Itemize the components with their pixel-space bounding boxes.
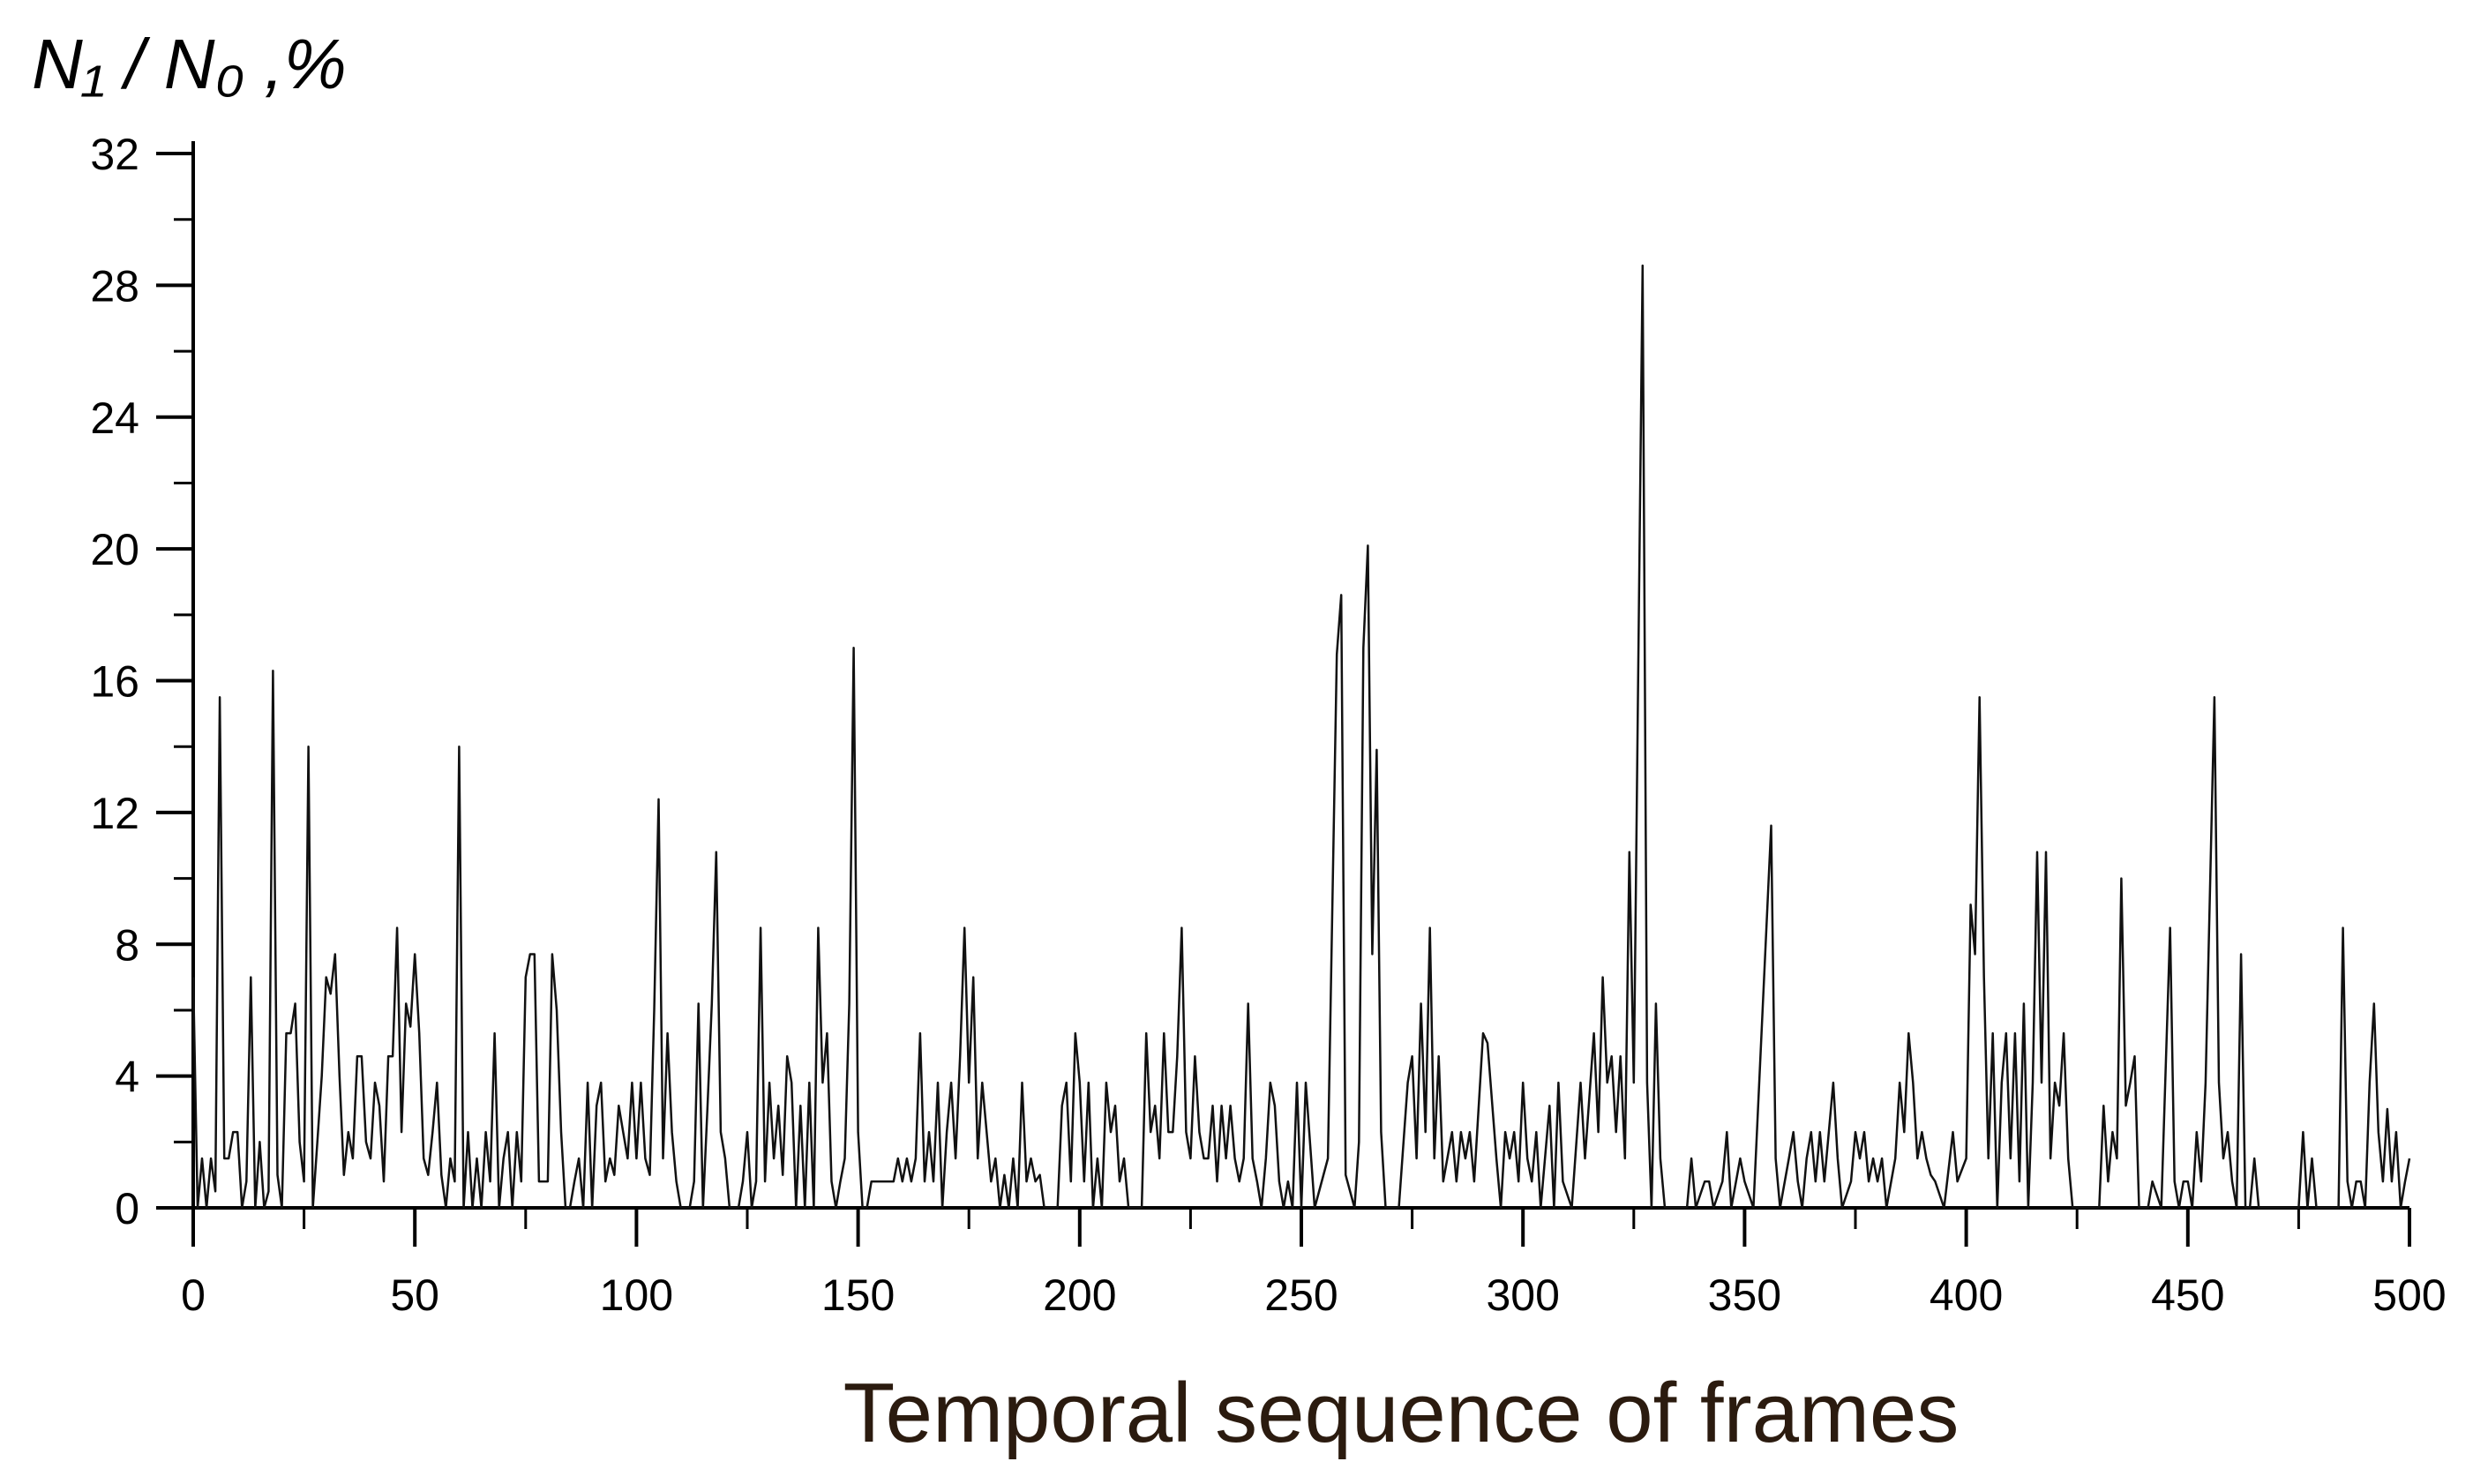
x-tick-label: 0 [181,1270,206,1320]
y-tick-label: 16 [90,657,139,707]
x-tick-label: 300 [1486,1270,1559,1320]
y-tick-label: 0 [115,1184,139,1233]
y-tick-label: 28 [90,261,139,311]
x-tick-label: 50 [390,1270,439,1320]
y-tick-label: 12 [90,789,139,838]
y-tick-label: 8 [115,920,139,970]
y-tick-label: 4 [115,1053,139,1102]
x-tick-label: 100 [600,1270,673,1320]
x-tick-label: 350 [1708,1270,1781,1320]
x-tick-label: 200 [1043,1270,1116,1320]
x-tick-label: 500 [2372,1270,2446,1320]
x-axis-label: Temporal sequence of frames [843,1366,1960,1460]
x-tick-label: 150 [821,1270,895,1320]
x-tick-label: 450 [2151,1270,2224,1320]
y-tick-label: 24 [90,393,139,443]
data-line [191,264,2411,1210]
y-tick-label: 20 [90,525,139,574]
x-tick-label: 250 [1264,1270,1338,1320]
x-tick-label: 400 [1930,1270,2003,1320]
y-tick-label: 32 [90,130,139,179]
y-axis-label: N₁ / N₀ ,% [32,25,347,103]
